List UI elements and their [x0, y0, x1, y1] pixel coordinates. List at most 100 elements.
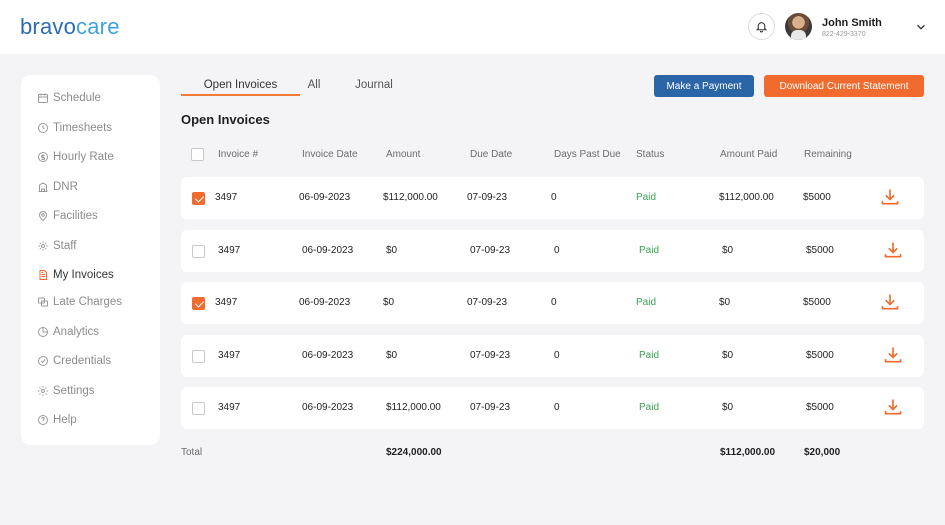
- header-invoice-date[interactable]: Invoice Date: [302, 149, 358, 160]
- cell-remaining: $5000: [806, 350, 834, 361]
- sidebar-item-facilities[interactable]: Facilities: [21, 205, 160, 227]
- cell-remaining: $5000: [803, 297, 831, 308]
- total-amount-paid: $112,000.00: [720, 447, 776, 458]
- cell-remaining: $5000: [806, 402, 834, 413]
- tab-open-invoices[interactable]: Open Invoices: [203, 79, 278, 91]
- header-days-past-due[interactable]: Days Past Due: [554, 149, 621, 160]
- calendar-icon: [38, 93, 48, 103]
- header-invoice-number[interactable]: Invoice #: [218, 149, 259, 160]
- row-checkbox[interactable]: [192, 297, 205, 310]
- table-row[interactable]: 3497 06-09-2023 $112,000.00 07-09-23 0 P…: [181, 177, 924, 219]
- status-badge: Paid: [639, 245, 660, 256]
- table-row[interactable]: 3497 06-09-2023 $0 07-09-23 0 Paid $0 $5…: [181, 335, 924, 377]
- invoice-icon: [39, 270, 47, 280]
- question-icon: [38, 415, 48, 425]
- cell-invoice-date: 06-09-2023: [302, 350, 354, 361]
- select-all-checkbox[interactable]: [191, 148, 204, 161]
- sidebar-item-schedule[interactable]: Schedule: [21, 87, 160, 109]
- make-payment-button[interactable]: Make a Payment: [654, 75, 754, 97]
- cell-amount-paid: $0: [722, 245, 734, 256]
- cell-amount: $112,000.00: [386, 402, 441, 413]
- sidebar-item-analytics[interactable]: Analytics: [21, 321, 160, 343]
- cell-due-date: 07-09-23: [470, 402, 511, 413]
- cell-amount-paid: $0: [722, 350, 734, 361]
- header-due-date[interactable]: Due Date: [470, 149, 513, 160]
- logo-o-mark: o: [63, 14, 77, 39]
- section-title: Open Invoices: [181, 112, 270, 127]
- row-checkbox[interactable]: [192, 192, 205, 205]
- download-icon[interactable]: [880, 292, 900, 312]
- chevron-down-icon[interactable]: [914, 20, 928, 34]
- sidebar-item-staff[interactable]: Staff: [21, 235, 160, 257]
- user-name: John Smith: [822, 17, 882, 29]
- cell-amount-paid: $0: [722, 402, 734, 413]
- active-tab-underline: [181, 94, 300, 96]
- header-amount[interactable]: Amount: [386, 149, 421, 160]
- cell-invoice-number: 3497: [218, 350, 241, 361]
- header-status[interactable]: Status: [636, 149, 665, 160]
- row-checkbox[interactable]: [192, 402, 205, 415]
- total-amount: $224,000.00: [386, 447, 442, 458]
- cell-due-date: 07-09-23: [467, 192, 508, 203]
- top-header: bravocare John Smith 822-429-3370: [0, 0, 945, 54]
- row-checkbox[interactable]: [192, 245, 205, 258]
- header-amount-paid[interactable]: Amount Paid: [720, 149, 778, 160]
- total-remaining: $20,000: [804, 447, 841, 458]
- building-icon: [38, 182, 48, 192]
- check-circle-icon: [38, 356, 48, 366]
- bravocare-logo[interactable]: bravocare: [20, 14, 120, 39]
- cell-amount-paid: $0: [719, 297, 731, 308]
- sidebar: Schedule Timesheets Hourly Rate DNR Faci…: [21, 75, 160, 445]
- download-icon[interactable]: [883, 397, 903, 417]
- cell-days-past-due: 0: [551, 297, 557, 308]
- tab-journal[interactable]: Journal: [355, 79, 393, 91]
- cell-invoice-number: 3497: [218, 402, 241, 413]
- cell-invoice-date: 06-09-2023: [299, 297, 351, 308]
- status-badge: Paid: [639, 402, 660, 413]
- download-icon[interactable]: [883, 240, 903, 260]
- sidebar-item-credentials[interactable]: Credentials: [21, 350, 160, 372]
- cell-days-past-due: 0: [551, 192, 557, 203]
- late-charges-icon: [38, 297, 48, 307]
- cell-days-past-due: 0: [554, 245, 560, 256]
- staff-icon: [38, 241, 48, 251]
- cell-invoice-date: 06-09-2023: [302, 245, 354, 256]
- cell-days-past-due: 0: [554, 350, 560, 361]
- cell-amount: $0: [386, 245, 398, 256]
- sidebar-item-help[interactable]: Help: [21, 409, 160, 431]
- total-label: Total: [181, 447, 203, 458]
- sidebar-item-dnr[interactable]: DNR: [21, 176, 160, 198]
- cell-days-past-due: 0: [554, 402, 560, 413]
- sidebar-item-my-invoices[interactable]: My Invoices: [21, 264, 160, 286]
- cell-invoice-date: 06-09-2023: [302, 402, 354, 413]
- download-icon[interactable]: [883, 345, 903, 365]
- cell-invoice-number: 3497: [215, 192, 238, 203]
- cell-due-date: 07-09-23: [470, 245, 511, 256]
- cell-invoice-number: 3497: [215, 297, 238, 308]
- header-remaining[interactable]: Remaining: [804, 149, 852, 160]
- cell-invoice-date: 06-09-2023: [299, 192, 351, 203]
- dollar-circle-icon: [38, 152, 48, 162]
- table-row[interactable]: 3497 06-09-2023 $112,000.00 07-09-23 0 P…: [181, 387, 924, 429]
- clock-icon: [38, 123, 48, 133]
- table-row[interactable]: 3497 06-09-2023 $0 07-09-23 0 Paid $0 $5…: [181, 282, 924, 324]
- sidebar-item-hourly-rate[interactable]: Hourly Rate: [21, 146, 160, 168]
- notification-bell-icon[interactable]: [748, 13, 775, 40]
- location-pin-icon: [38, 211, 48, 222]
- sidebar-item-settings[interactable]: Settings: [21, 380, 160, 402]
- sidebar-item-timesheets[interactable]: Timesheets: [21, 117, 160, 139]
- cell-due-date: 07-09-23: [467, 297, 508, 308]
- analytics-icon: [38, 327, 48, 337]
- cell-remaining: $5000: [803, 192, 831, 203]
- table-row[interactable]: 3497 06-09-2023 $0 07-09-23 0 Paid $0 $5…: [181, 230, 924, 272]
- download-icon[interactable]: [880, 187, 900, 207]
- row-checkbox[interactable]: [192, 350, 205, 363]
- status-badge: Paid: [636, 192, 657, 203]
- user-avatar[interactable]: [785, 13, 812, 40]
- cell-amount: $0: [386, 350, 398, 361]
- cell-amount: $0: [383, 297, 395, 308]
- download-statement-button[interactable]: Download Current Statement: [764, 75, 924, 97]
- status-badge: Paid: [636, 297, 657, 308]
- sidebar-item-late-charges[interactable]: Late Charges: [21, 291, 160, 313]
- tab-all[interactable]: All: [307, 79, 321, 91]
